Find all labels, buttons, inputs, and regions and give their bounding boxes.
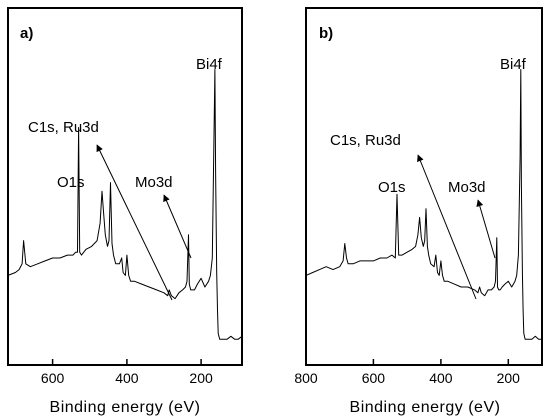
panel-a-annotation-layer: Bi4f C1s, Ru3d O1s Mo3d [28,56,223,301]
annotation-o1s: O1s [57,174,85,191]
panel-b: b) 800 600 400 200 Bi4f C1s, Ru3d O1s Mo3d … [294,7,543,416]
panel-b-x-tick-label-0: 800 [294,370,318,386]
panel-b-annotation-layer: Bi4f C1s, Ru3d O1s Mo3d [330,56,527,300]
panel-a-frame [7,7,243,366]
panel-a-x-tick-label-2: 200 [189,370,213,386]
annotation-bi4f: Bi4f [500,56,527,73]
panel-a: a) 600 400 200 Bi4f C1s, Ru3d O1s Mo3d Bin… [7,7,243,416]
panel-a-ticks-layer: 600 400 200 [41,359,213,386]
panel-b-series-layer [305,69,542,340]
panel-b-frame [305,7,543,366]
arrow-mo3d [476,199,496,259]
annotation-o1s: O1s [378,179,406,196]
panel-b-spectrum-line-0 [305,69,542,340]
panel-a-x-axis-label: Binding energy (eV) [50,399,201,416]
panel-a-x-tick-label-1: 400 [115,370,139,386]
annotation-bi4f: Bi4f [196,56,223,73]
annotation-c1s-ru3d: C1s, Ru3d [330,132,401,149]
panel-b-label: b) [319,25,333,42]
panel-b-x-axis-label: Binding energy (eV) [350,399,501,416]
panel-a-label: a) [20,25,33,42]
annotation-mo3d: Mo3d [135,174,173,191]
arrow-mo3d [163,194,192,259]
panel-b-ticks-layer: 800 600 400 200 [294,359,520,386]
panel-b-x-tick-label-2: 400 [429,370,453,386]
panel-b-x-tick-label-1: 600 [362,370,386,386]
panel-a-series-layer [7,69,243,340]
arrow-c1s-ru3d [417,154,477,300]
annotation-mo3d: Mo3d [448,179,486,196]
panel-b-x-tick-label-3: 200 [497,370,521,386]
annotation-c1s-ru3d: C1s, Ru3d [28,119,99,136]
panel-a-spectrum-line-0 [7,69,243,340]
arrow-c1s-ru3d [96,144,173,301]
panel-a-x-tick-label-0: 600 [41,370,65,386]
